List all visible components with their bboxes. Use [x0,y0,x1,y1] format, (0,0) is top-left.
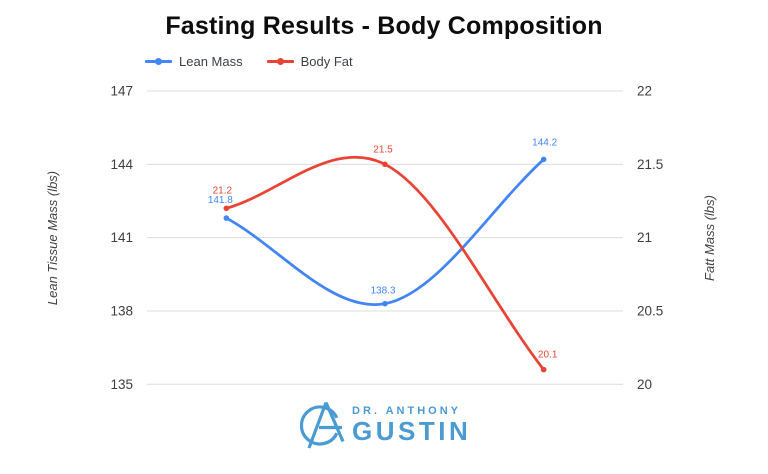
legend-item-lean-mass: Lean Mass [145,54,243,69]
data-point-marker [540,366,547,373]
legend-point-dot [276,58,284,65]
legend-line-marker-red [266,58,294,65]
left-axis-tick: 135 [110,377,133,392]
legend-label-lean-mass: Lean Mass [179,54,243,69]
data-point-marker [540,156,547,163]
data-point-label: 138.3 [370,286,395,297]
right-axis-tick: 21.5 [637,157,663,172]
right-axis-tick: 21 [637,230,652,245]
right-axis-tick: 20 [637,377,652,392]
data-point-marker [223,215,230,221]
series-line-lean-mass [224,158,546,306]
left-axis-tick: 147 [110,84,133,99]
chart-title: Fasting Results - Body Composition [165,12,603,40]
right-axis-title: Fatt Mass (lbs) [702,195,717,281]
chart-legend: Lean Mass Body Fat [145,54,353,69]
data-point-marker [223,205,230,212]
logo-text-block: DR. ANTHONY GUSTIN [352,400,471,444]
data-point-label: 21.5 [373,144,393,155]
left-axis-tick: 144 [110,157,133,172]
series-line-body-fat [224,155,546,372]
legend-label-body-fat: Body Fat [300,54,353,69]
ag-monogram-icon [299,401,345,449]
right-axis-tick: 22 [637,84,652,99]
left-axis-tick: 141 [110,230,133,245]
brand-logo: DR. ANTHONY GUSTIN [297,400,471,450]
data-point-marker [382,300,388,307]
left-axis-tick: 138 [110,303,133,318]
legend-item-body-fat: Body Fat [266,54,353,69]
data-point-marker [382,161,388,168]
logo-doctor-name: DR. ANTHONY [352,405,461,417]
left-axis-title: Lean Tissue Mass (lbs) [45,171,60,305]
data-point-label: 141.8 [208,195,233,206]
legend-line-marker-blue [145,58,172,65]
logo-surname: GUSTIN [352,416,472,446]
legend-point-dot [155,58,162,65]
data-point-label: 20.1 [538,350,558,361]
data-point-label: 21.2 [213,185,233,196]
data-point-label: 144.2 [532,137,557,148]
right-axis-tick: 20.5 [637,303,663,318]
